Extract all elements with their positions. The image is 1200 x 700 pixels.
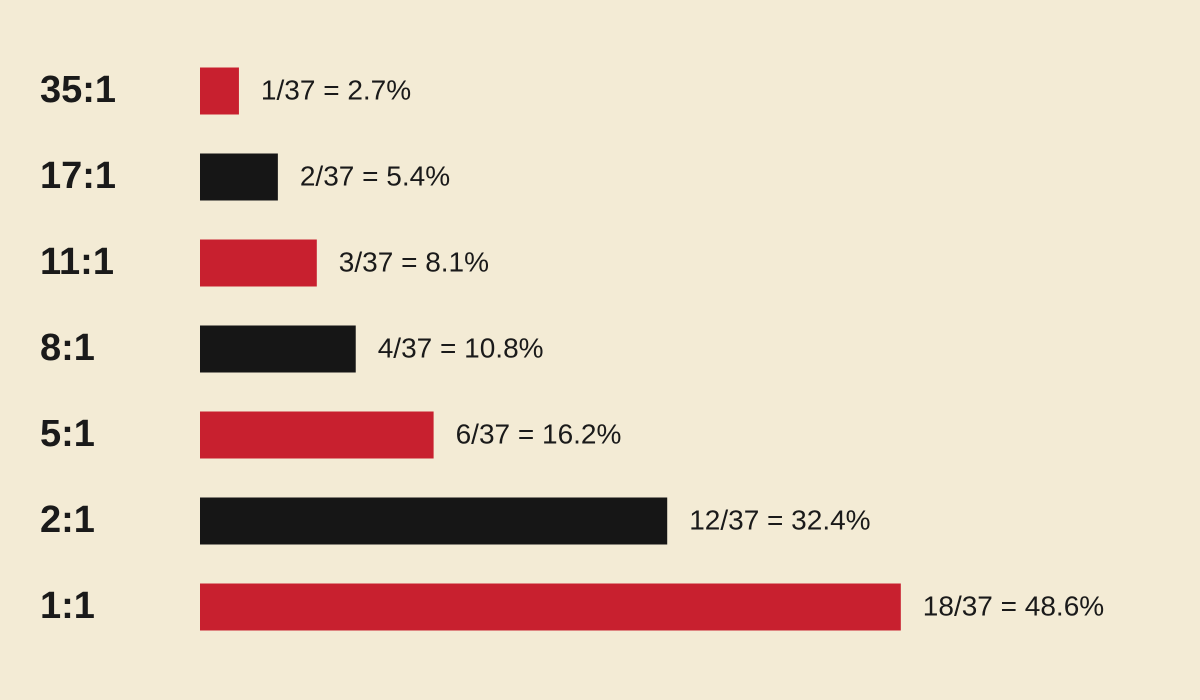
bar (200, 325, 356, 373)
category-label: 1:1 (40, 585, 95, 627)
value-label: 6/37 = 16.2% (456, 418, 622, 449)
bar (200, 67, 239, 115)
category-label: 17:1 (40, 155, 116, 197)
bar (200, 153, 278, 201)
category-label: 5:1 (40, 413, 95, 455)
category-label: 8:1 (40, 327, 95, 369)
value-label: 1/37 = 2.7% (261, 74, 411, 105)
value-label: 3/37 = 8.1% (339, 246, 489, 277)
value-label: 2/37 = 5.4% (300, 160, 450, 191)
bar (200, 411, 434, 459)
value-label: 18/37 = 48.6% (923, 590, 1104, 621)
bar (200, 497, 668, 545)
category-label: 2:1 (40, 499, 95, 541)
value-label: 12/37 = 32.4% (689, 504, 870, 535)
category-label: 35:1 (40, 69, 116, 111)
bar (200, 239, 317, 287)
bar (200, 583, 901, 631)
category-label: 11:1 (40, 241, 114, 283)
value-label: 4/37 = 10.8% (378, 332, 544, 363)
